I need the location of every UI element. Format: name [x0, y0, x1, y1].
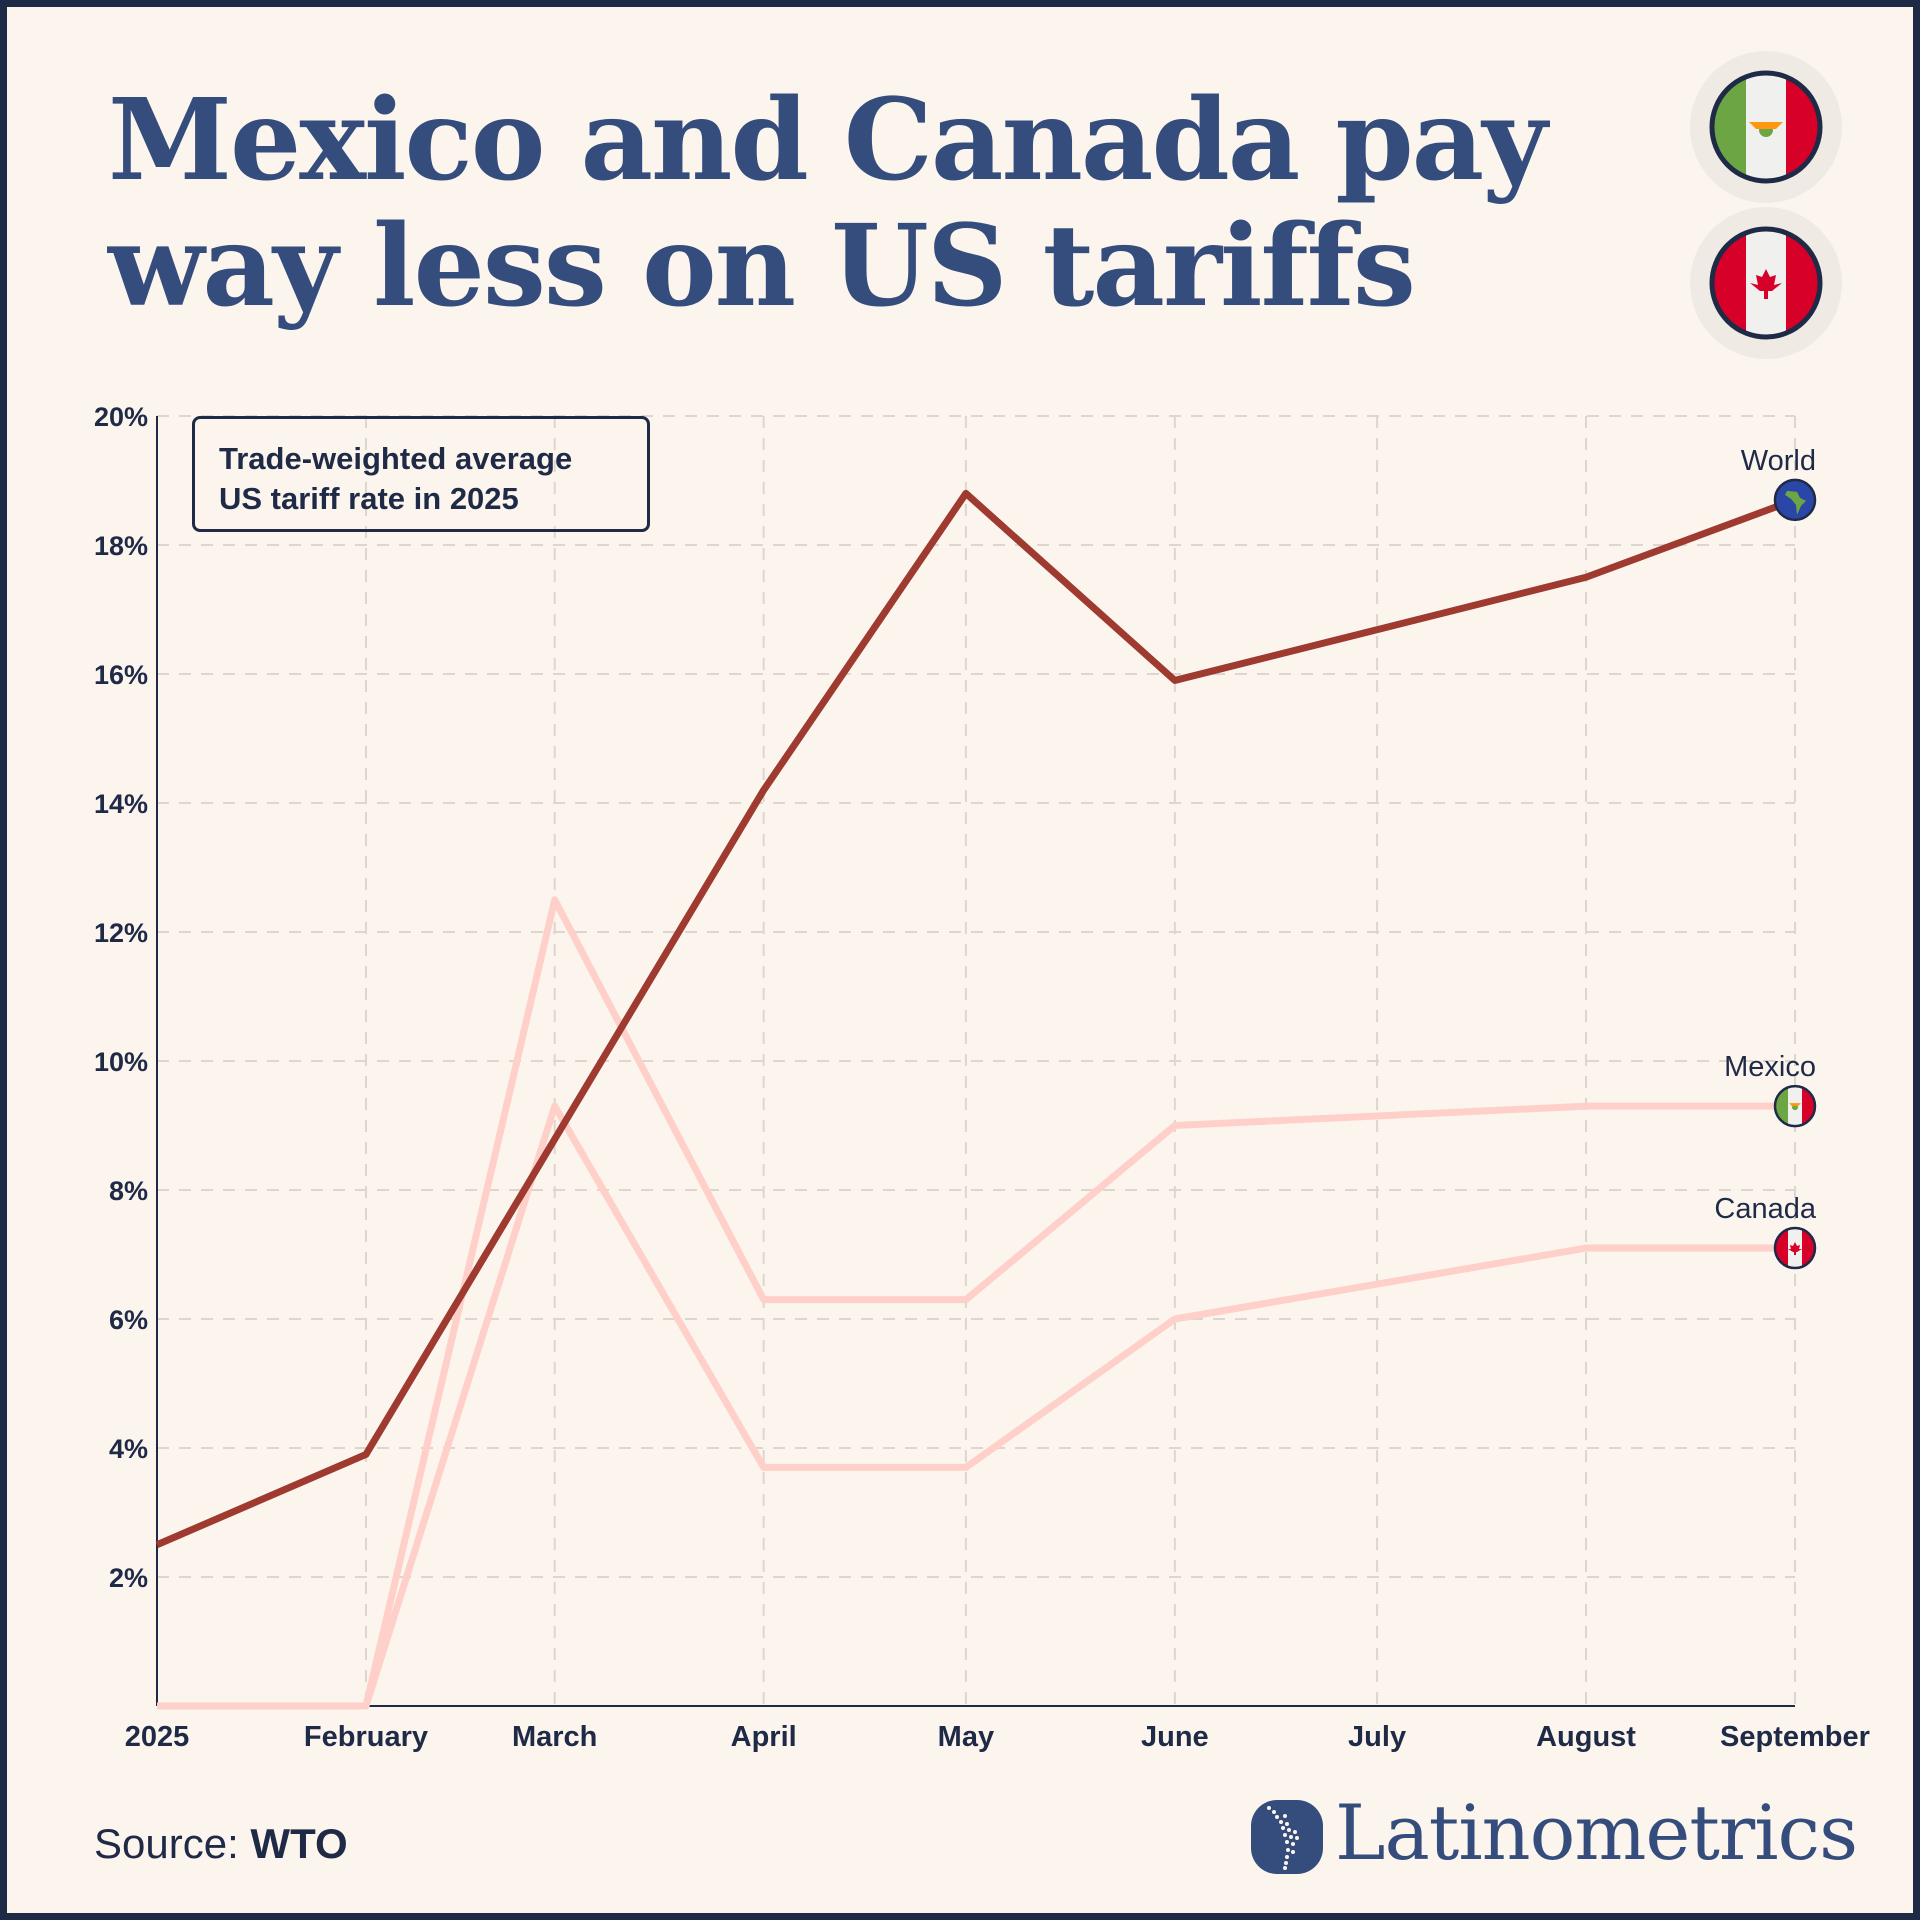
x-tick-label: 2025	[125, 1721, 190, 1753]
mexico-marker-outline	[1773, 1084, 1817, 1128]
x-tick-label: April	[731, 1721, 797, 1753]
y-tick-label: 20%	[94, 402, 148, 432]
y-tick-label: 10%	[94, 1047, 148, 1077]
y-tick-label: 12%	[94, 918, 148, 948]
canada-line	[157, 1102, 1795, 1710]
x-tick-label: February	[304, 1721, 428, 1753]
canada-flag-icon	[1709, 226, 1823, 340]
y-tick-label: 6%	[109, 1305, 148, 1335]
x-tick-label: September	[1720, 1721, 1870, 1753]
canada-flag-badge	[1690, 207, 1842, 359]
canada-marker-outline	[1773, 1226, 1817, 1270]
x-tick-label: August	[1536, 1721, 1636, 1753]
y-tick-label: 14%	[94, 789, 148, 819]
chart-subtitle-line-2: US tariff rate in 2025	[219, 481, 519, 516]
y-tick-label: 2%	[109, 1563, 148, 1593]
axes: 2% 4% 6% 8% 10% 12% 14% 16% 18% 20% 2025 February Ma…	[94, 402, 1870, 1753]
x-tick-label: June	[1141, 1721, 1209, 1753]
world-series-label: World	[1741, 445, 1816, 477]
infographic-frame	[7, 7, 1913, 1913]
x-tick-label: July	[1348, 1721, 1406, 1753]
grid	[157, 415, 1796, 1706]
globe-icon	[1775, 479, 1815, 520]
title-line-1: Mexico and Canada pay	[108, 75, 1547, 206]
canada-series-label: Canada	[1714, 1193, 1816, 1225]
mexico-flag-icon	[1775, 1086, 1815, 1127]
x-tick-label: March	[512, 1721, 597, 1753]
latin-america-dot-map-logo-icon	[1251, 1800, 1323, 1874]
y-tick-label: 18%	[94, 531, 148, 561]
world-line	[155, 489, 1797, 1548]
title-line-2: way less on US tariffs	[108, 201, 1416, 332]
mexico-flag-icon	[1709, 70, 1823, 184]
y-tick-label: 16%	[94, 660, 148, 690]
world-marker-outline	[1773, 478, 1817, 522]
x-tick-label: May	[938, 1721, 994, 1753]
mexico-flag-badge	[1690, 51, 1842, 203]
mexico-line	[157, 896, 1795, 1710]
series-lines	[155, 489, 1797, 1710]
chart-subtitle-line-1: Trade-weighted average	[219, 441, 573, 476]
page-title: Mexico and Canada pay way less on US tari…	[108, 75, 1547, 332]
series-end-markers: Mexico Canada World	[1714, 445, 1817, 1270]
canada-flag-icon	[1775, 1228, 1815, 1269]
mexico-series-label: Mexico	[1724, 1051, 1816, 1083]
chart-subtitle-box: Trade-weighted average US tariff rate in…	[192, 416, 650, 532]
source-label: Source:	[94, 1820, 239, 1867]
source-value: WTO	[250, 1820, 348, 1867]
brand-logo-text: Latinometrics	[1335, 1788, 1858, 1877]
source-note: Source: WTO	[94, 1820, 348, 1868]
y-tick-label: 4%	[109, 1434, 148, 1464]
y-tick-label: 8%	[109, 1176, 148, 1206]
